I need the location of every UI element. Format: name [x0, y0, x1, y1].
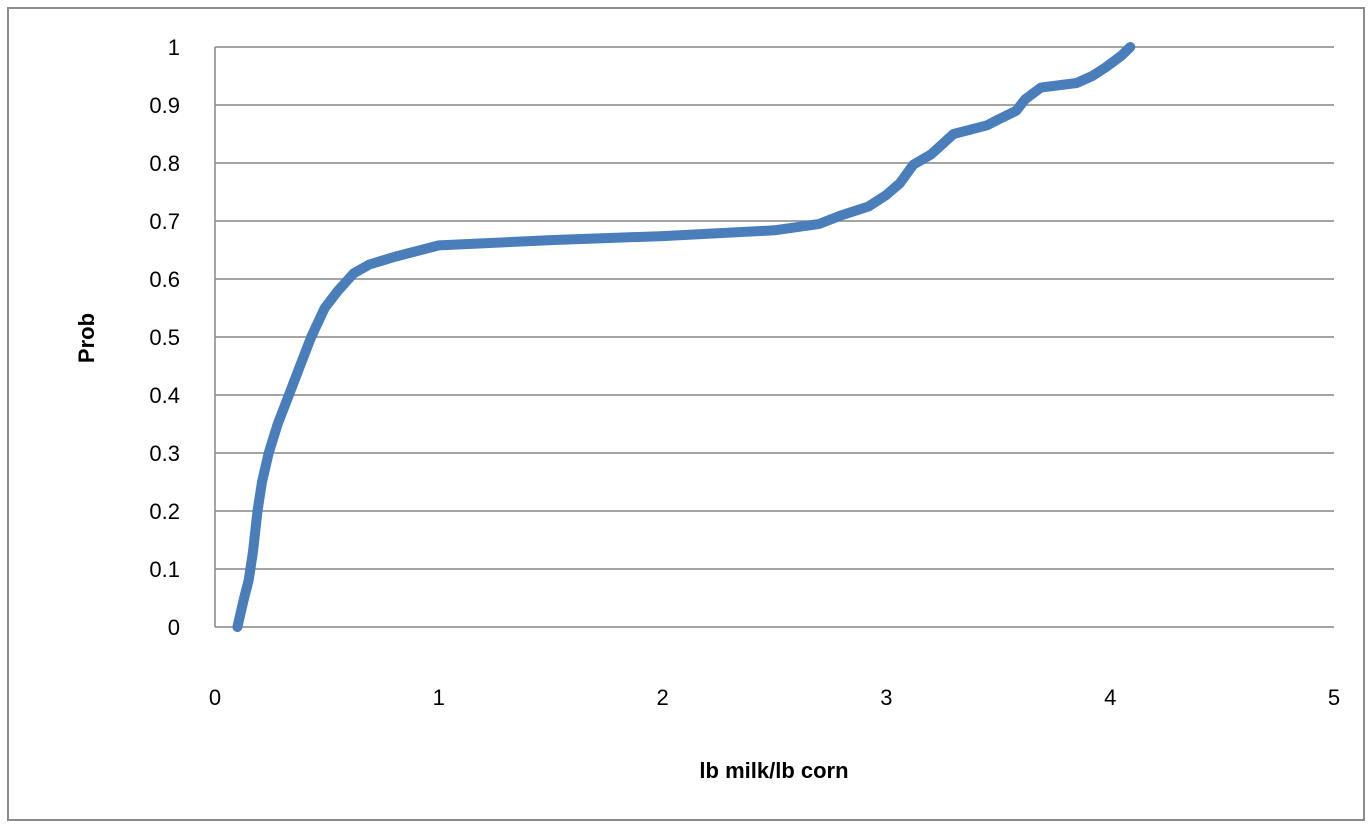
y-tick-label: 0.6 — [149, 267, 180, 292]
y-tick-label: 0.1 — [149, 557, 180, 582]
y-tick-label: 1 — [168, 35, 180, 60]
y-tick-label: 0.3 — [149, 441, 180, 466]
x-tick-label: 1 — [433, 685, 445, 710]
x-tick-labels: 0 1 2 3 4 5 — [209, 685, 1340, 710]
x-tick-label: 5 — [1328, 685, 1340, 710]
y-tick-label: 0 — [168, 615, 180, 640]
series-line-0 — [232, 42, 1136, 632]
y-tick-label: 0.7 — [149, 209, 180, 234]
series-layer — [232, 42, 1136, 632]
x-tick-label: 0 — [209, 685, 221, 710]
y-tick-label: 0.9 — [149, 93, 180, 118]
y-tick-label: 0.4 — [149, 383, 180, 408]
x-tick-label: 3 — [880, 685, 892, 710]
x-tick-label: 4 — [1104, 685, 1116, 710]
y-axis-title: Prob — [74, 313, 99, 363]
x-axis-title: lb milk/lb corn — [699, 758, 848, 783]
x-tick-label: 2 — [656, 685, 668, 710]
y-tick-labels: 0 0.1 0.2 0.3 0.4 0.5 0.6 0.7 0.8 0.9 1 — [149, 35, 180, 640]
chart-frame — [7, 7, 1365, 821]
y-tick-label: 0.2 — [149, 499, 180, 524]
y-tick-label: 0.8 — [149, 151, 180, 176]
gridlines — [214, 46, 1334, 628]
y-tick-label: 0.5 — [149, 325, 180, 350]
